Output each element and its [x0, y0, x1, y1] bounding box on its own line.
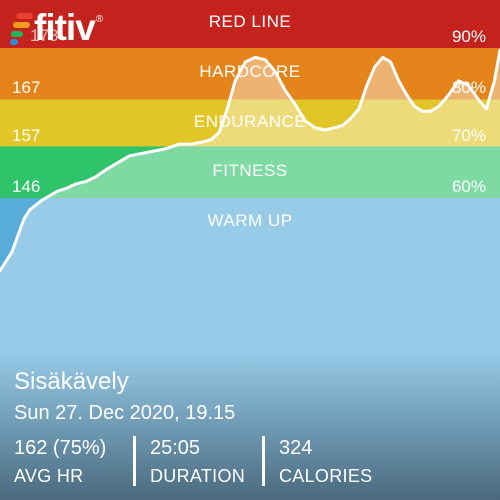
- heart-rate-line: [0, 48, 500, 273]
- stat-duration-value: 25:05: [150, 437, 201, 459]
- hr-threshold-red-line: 178: [30, 26, 59, 45]
- stat-calories: 324 CALORIES: [279, 436, 372, 488]
- fitiv-logo-icon: [10, 13, 33, 45]
- stat-duration: 25:05 DURATION: [150, 436, 245, 488]
- activity-date: Sun 27. Dec 2020, 19.15: [14, 402, 236, 424]
- stat-duration-label: DURATION: [150, 466, 246, 486]
- stat-calories-value: 324: [279, 437, 313, 459]
- hr-threshold-hardcore: 167: [12, 78, 41, 97]
- registered-mark: ®: [95, 14, 104, 25]
- pct-label-endurance: 70%: [451, 126, 486, 145]
- zone-label-red-line: RED LINE: [208, 12, 292, 31]
- activity-title: Sisäkävely: [14, 368, 129, 395]
- stat-divider: [133, 436, 136, 486]
- zone-band-hardcore: [0, 48, 500, 100]
- pct-label-red-line: 90%: [451, 27, 486, 46]
- zone-label-fitness: FITNESS: [212, 161, 288, 180]
- stat-avg-hr-value: 162 (75%): [14, 437, 107, 459]
- stat-divider: [262, 436, 265, 486]
- zone-label-warm-up: WARM UP: [207, 211, 293, 230]
- zone-label-endurance: ENDURANCE: [193, 112, 307, 131]
- fitiv-logo: fitiv ®: [10, 8, 103, 48]
- logo-wordmark: fitiv: [34, 7, 96, 48]
- stat-avg-hr-label: AVG HR: [14, 466, 84, 486]
- pct-label-fitness: 60%: [451, 177, 486, 196]
- stat-calories-label: CALORIES: [279, 466, 373, 486]
- hr-threshold-fitness: 146: [12, 177, 41, 196]
- activity-info-panel: [0, 352, 500, 500]
- zone-band-fitness: [0, 146, 500, 198]
- pct-label-hardcore: 80%: [451, 78, 486, 97]
- hr-threshold-endurance: 157: [12, 126, 41, 145]
- zone-label-hardcore: HARDCORE: [199, 62, 301, 81]
- stat-avg-hr: 162 (75%) AVG HR: [14, 436, 106, 488]
- zone-band-red-line: [0, 0, 500, 48]
